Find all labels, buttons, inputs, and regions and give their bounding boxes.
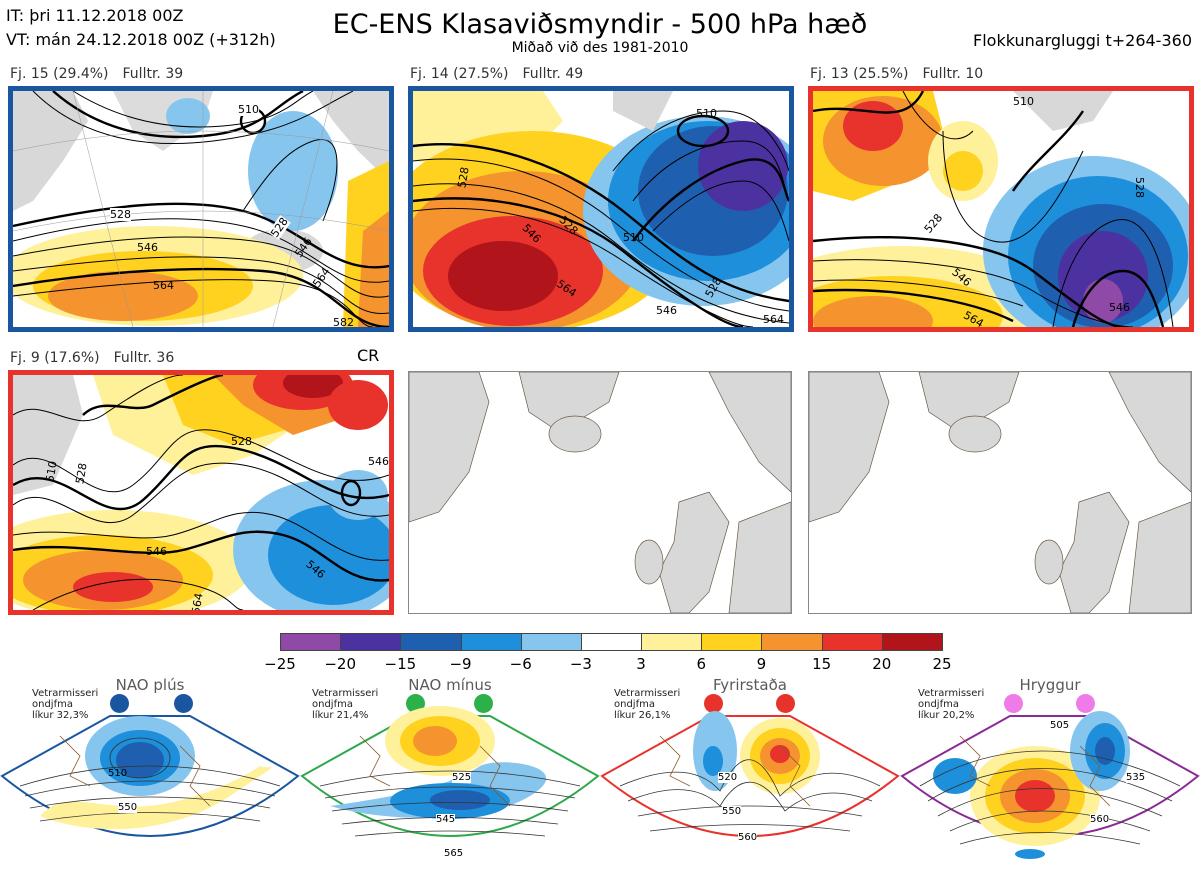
regime-dot [1004, 694, 1023, 713]
colorbar-swatch [400, 633, 462, 651]
panel-4-cluster: Fj. 9 (17.6%) [10, 350, 100, 366]
colorbar-swatch [460, 633, 522, 651]
contour-label: 510 [696, 107, 717, 120]
regime-contour-label: 560 [1090, 814, 1110, 825]
colorbar-tick-label: 25 [932, 655, 952, 673]
regime-note: Vetrarmisseri ondjfma líkur 20,2% [918, 688, 985, 721]
contour-label: 546 [368, 455, 389, 468]
regime-dot [406, 694, 425, 713]
regime-dot [776, 694, 795, 713]
regime-name: Fyrirstaða [713, 676, 787, 694]
contour-label: 546 [1109, 301, 1130, 314]
contour-label: 564 [189, 592, 206, 615]
regime-contour-label: 560 [738, 832, 758, 843]
colorbar-tick-label: 15 [812, 655, 832, 673]
regime-contour-label: 535 [1126, 772, 1146, 783]
panel-1-members: Fulltr. 39 [122, 66, 184, 82]
regime-contour-label: 510 [108, 768, 128, 779]
regime-dot [474, 694, 493, 713]
colorbar-swatch [881, 633, 943, 651]
regime-name: Hryggur [1019, 676, 1081, 694]
regime-name: NAO mínus [408, 676, 492, 694]
colorbar-tick-label: 6 [696, 655, 707, 673]
colorbar-swatch [761, 633, 823, 651]
regime-note: Vetrarmisseri ondjfma líkur 21,4% [312, 688, 379, 721]
contour-label: 546 [137, 241, 158, 254]
colorbar-tick-label: −15 [384, 655, 417, 673]
regime-contour-label: 565 [444, 848, 464, 859]
regime-contour-label: 505 [1050, 720, 1070, 731]
contour-label: 546 [146, 545, 167, 558]
regime-contour-label: 550 [118, 802, 138, 813]
colorbar-swatch [821, 633, 883, 651]
regime-dot [174, 694, 193, 713]
panel-3-members: Fulltr. 10 [922, 66, 984, 82]
empty-base-map-2 [808, 371, 1192, 614]
colorbar-tick-label: −9 [449, 655, 472, 673]
regime-map-nao-plus: NAO plús Vetrarmisseri ondjfma líkur 32,3%… [0, 676, 300, 871]
page-title: EC-ENS Klasaviðsmyndir - 500 hPa hæð [332, 9, 868, 40]
contour-label: 546 [656, 304, 677, 317]
contour-label: 564 [153, 279, 174, 292]
colorbar-tick-label: −3 [569, 655, 592, 673]
panel-1-label: Fj. 15 (29.4%) Fulltr. 39 [10, 66, 197, 82]
colorbar-tick-label: −20 [324, 655, 356, 673]
panel-2-cluster: Fj. 14 (27.5%) [410, 66, 509, 82]
regime-note: Vetrarmisseri ondjfma líkur 26,1% [614, 688, 681, 721]
regime-map-nao-minus: NAO mínus Vetrarmisseri ondjfma líkur 21,4… [300, 676, 600, 871]
panel-4-label: Fj. 9 (17.6%) Fulltr. 36 [10, 350, 188, 366]
panel-2-label: Fj. 14 (27.5%) Fulltr. 49 [410, 66, 597, 82]
valid-time: VT: mán 24.12.2018 00Z (+312h) [6, 30, 276, 49]
regime-map-blocking: Fyrirstaða Vetrarmisseri ondjfma líkur 26,… [600, 676, 900, 871]
contour-label: 582 [333, 316, 354, 329]
regime-dot [704, 694, 723, 713]
regime-contour-label: 525 [452, 772, 472, 783]
control-run-tag: CR [357, 346, 380, 365]
contour-label: 510 [238, 103, 259, 116]
contour-label: 528 [110, 208, 131, 221]
regime-note: Vetrarmisseri ondjfma líkur 32,3% [32, 688, 99, 721]
contour-label: 564 [763, 313, 784, 326]
colorbar-swatch [340, 633, 402, 651]
colorbar-ticks: −25 −20 −15 −9 −6 −3 3 6 9 15 20 25 [264, 655, 951, 675]
regime-contour-label: 545 [436, 814, 456, 825]
regime-map-ridge: Hryggur Vetrarmisseri ondjfma líkur 20,2% … [900, 676, 1200, 871]
empty-base-map-1 [408, 371, 792, 614]
colorbar-tick-label: 20 [872, 655, 892, 673]
colorbar-tick-label: −6 [509, 655, 532, 673]
panel-1-cluster: Fj. 15 (29.4%) [10, 66, 109, 82]
initial-time: IT: þri 11.12.2018 00Z [6, 6, 184, 25]
regime-name: NAO plús [115, 676, 185, 694]
contour-label: 510 [1013, 95, 1034, 108]
cluster-map-panel-4: 510 528 528 546 546 546 564 [8, 370, 394, 615]
panel-4-members: Fulltr. 36 [113, 350, 175, 366]
regime-contour-label: 550 [722, 806, 742, 817]
colorbar-swatch [701, 633, 763, 651]
colorbar-tick-label: 9 [756, 655, 767, 673]
colorbar-swatch [580, 633, 643, 651]
cluster-map-panel-2: 510 510 528 528 546 546 564 528 564 [408, 86, 794, 332]
colorbar-swatch [280, 633, 342, 651]
regime-dot [110, 694, 129, 713]
colorbar-tick-label: −25 [264, 655, 296, 673]
contour-label: 528 [1133, 177, 1146, 198]
regime-dot [1076, 694, 1095, 713]
colorbar [280, 633, 943, 651]
colorbar-tick-label: 3 [636, 655, 646, 673]
panel-2-members: Fulltr. 49 [522, 66, 584, 82]
cluster-map-panel-1: 510 528 528 546 546 564 564 582 [8, 86, 394, 332]
colorbar-swatch [520, 633, 582, 651]
panel-3-label: Fj. 13 (25.5%) Fulltr. 10 [810, 66, 997, 82]
classification-window: Flokkunargluggi t+264-360 [973, 31, 1192, 50]
colorbar-swatch [641, 633, 703, 651]
panel-3-cluster: Fj. 13 (25.5%) [810, 66, 909, 82]
contour-label: 528 [231, 435, 252, 448]
cluster-map-panel-3: 510 528 528 546 546 564 [808, 86, 1194, 332]
page-subtitle: Miðað við des 1981-2010 [511, 40, 689, 56]
regime-contour-label: 520 [718, 772, 738, 783]
contour-label: 510 [623, 231, 644, 244]
